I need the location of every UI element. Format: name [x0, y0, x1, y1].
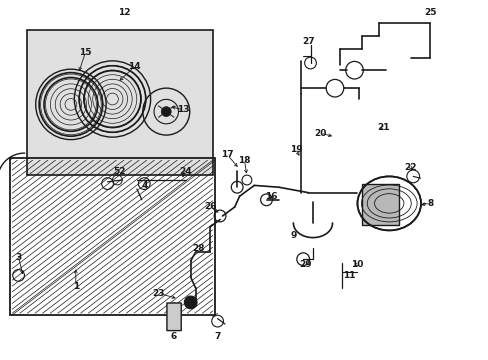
Text: 4: 4 — [141, 181, 147, 190]
Text: 16: 16 — [264, 192, 277, 201]
Text: 10: 10 — [350, 260, 363, 269]
Circle shape — [161, 107, 171, 117]
Text: 3: 3 — [16, 253, 21, 262]
Text: 6: 6 — [170, 332, 176, 341]
Text: 1: 1 — [73, 282, 79, 291]
Text: 24: 24 — [179, 166, 192, 175]
Text: 22: 22 — [404, 163, 416, 172]
Bar — [27, 30, 212, 175]
Text: 23: 23 — [152, 289, 165, 298]
Bar — [362, 184, 398, 225]
Circle shape — [184, 296, 197, 309]
Text: 20: 20 — [313, 129, 326, 138]
Text: 12: 12 — [118, 8, 131, 17]
FancyBboxPatch shape — [166, 303, 181, 330]
Text: 26: 26 — [203, 202, 216, 211]
Bar — [10, 158, 215, 315]
Text: 17: 17 — [221, 150, 233, 159]
Text: 28: 28 — [191, 244, 204, 253]
Text: 13: 13 — [177, 105, 189, 114]
Text: 15: 15 — [79, 48, 92, 57]
Text: 9: 9 — [289, 231, 296, 240]
Text: 25: 25 — [423, 8, 436, 17]
Text: 14: 14 — [128, 62, 141, 71]
Text: 27: 27 — [301, 37, 314, 46]
Text: 52: 52 — [113, 166, 126, 175]
Text: 11: 11 — [343, 271, 355, 280]
Text: 7: 7 — [214, 332, 221, 341]
Text: 18: 18 — [238, 156, 250, 165]
Text: 19: 19 — [289, 145, 302, 154]
Text: 29: 29 — [299, 260, 311, 269]
Text: 21: 21 — [377, 123, 389, 132]
Text: 8: 8 — [427, 199, 432, 208]
